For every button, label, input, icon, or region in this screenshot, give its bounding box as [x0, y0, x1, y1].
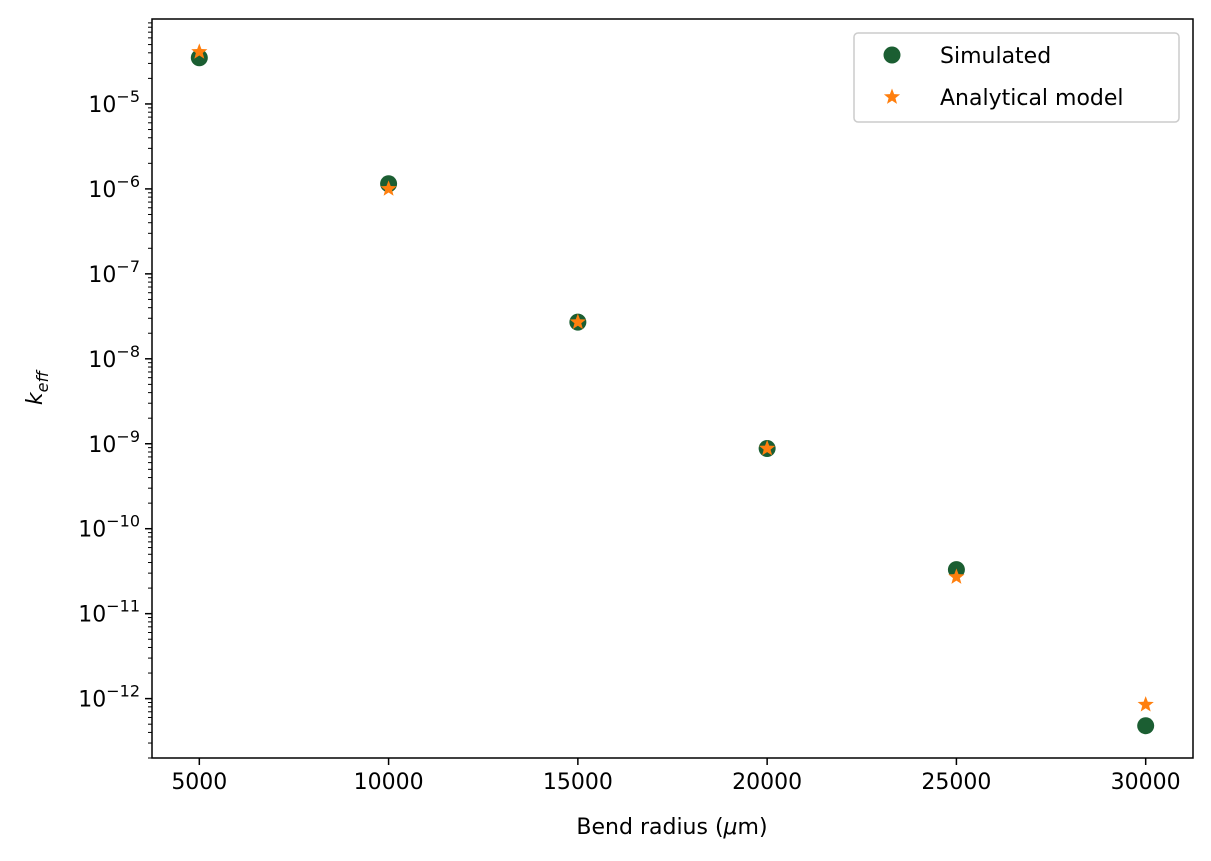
analytical-model-point — [569, 313, 586, 330]
legend-box — [853, 32, 1180, 123]
legend-simulated-marker — [883, 46, 901, 64]
y-tick-label: 10−5 — [88, 87, 140, 118]
y-axis: 10−12 10−11 10−10 10−9 10−8 10−7 10−6 10−5 — [78, 22, 152, 759]
analytical-model-point — [759, 439, 776, 456]
plot-frame — [151, 18, 1194, 759]
x-tick-label: 25000 — [921, 770, 991, 795]
simulated-point — [1137, 717, 1155, 735]
y-tick-label: 10−6 — [88, 172, 140, 203]
y-axis-label-base: k — [23, 391, 48, 405]
x-tick-label: 30000 — [1111, 770, 1181, 795]
x-axis-label: Bend radius (μm) — [576, 815, 767, 840]
markers-layer — [190, 43, 1155, 735]
legend-entry-label: Analytical model — [940, 86, 1124, 111]
x-axis: 5000 10000 15000 20000 25000 30000 — [171, 758, 1181, 795]
analytical-model-point — [1137, 696, 1154, 712]
analytical-model-point — [948, 568, 965, 584]
y-tick-label: 10−9 — [88, 427, 140, 458]
legend-analytical-marker — [883, 88, 901, 104]
analytical-model-point — [191, 43, 208, 59]
x-tick-label: 10000 — [354, 770, 424, 795]
plot-area — [152, 19, 1193, 758]
y-tick-label: 10−12 — [78, 682, 140, 713]
x-tick-label: 5000 — [171, 770, 227, 795]
simulated-point — [190, 49, 208, 67]
x-tick-label: 20000 — [732, 770, 802, 795]
svg-text:keff: keff — [23, 368, 52, 405]
x-tick-label: 15000 — [543, 770, 613, 795]
y-axis-label: keff — [23, 368, 52, 405]
legend: Simulated Analytical model — [853, 32, 1180, 123]
y-tick-label: 10−10 — [78, 512, 140, 543]
y-tick-label: 10−11 — [78, 597, 140, 628]
analytical-model-point — [380, 180, 397, 196]
legend-entry-label: Simulated — [940, 44, 1051, 69]
y-tick-label: 10−7 — [88, 257, 140, 288]
y-tick-label: 10−8 — [88, 342, 140, 373]
y-axis-label-subscript: eff — [33, 368, 52, 392]
